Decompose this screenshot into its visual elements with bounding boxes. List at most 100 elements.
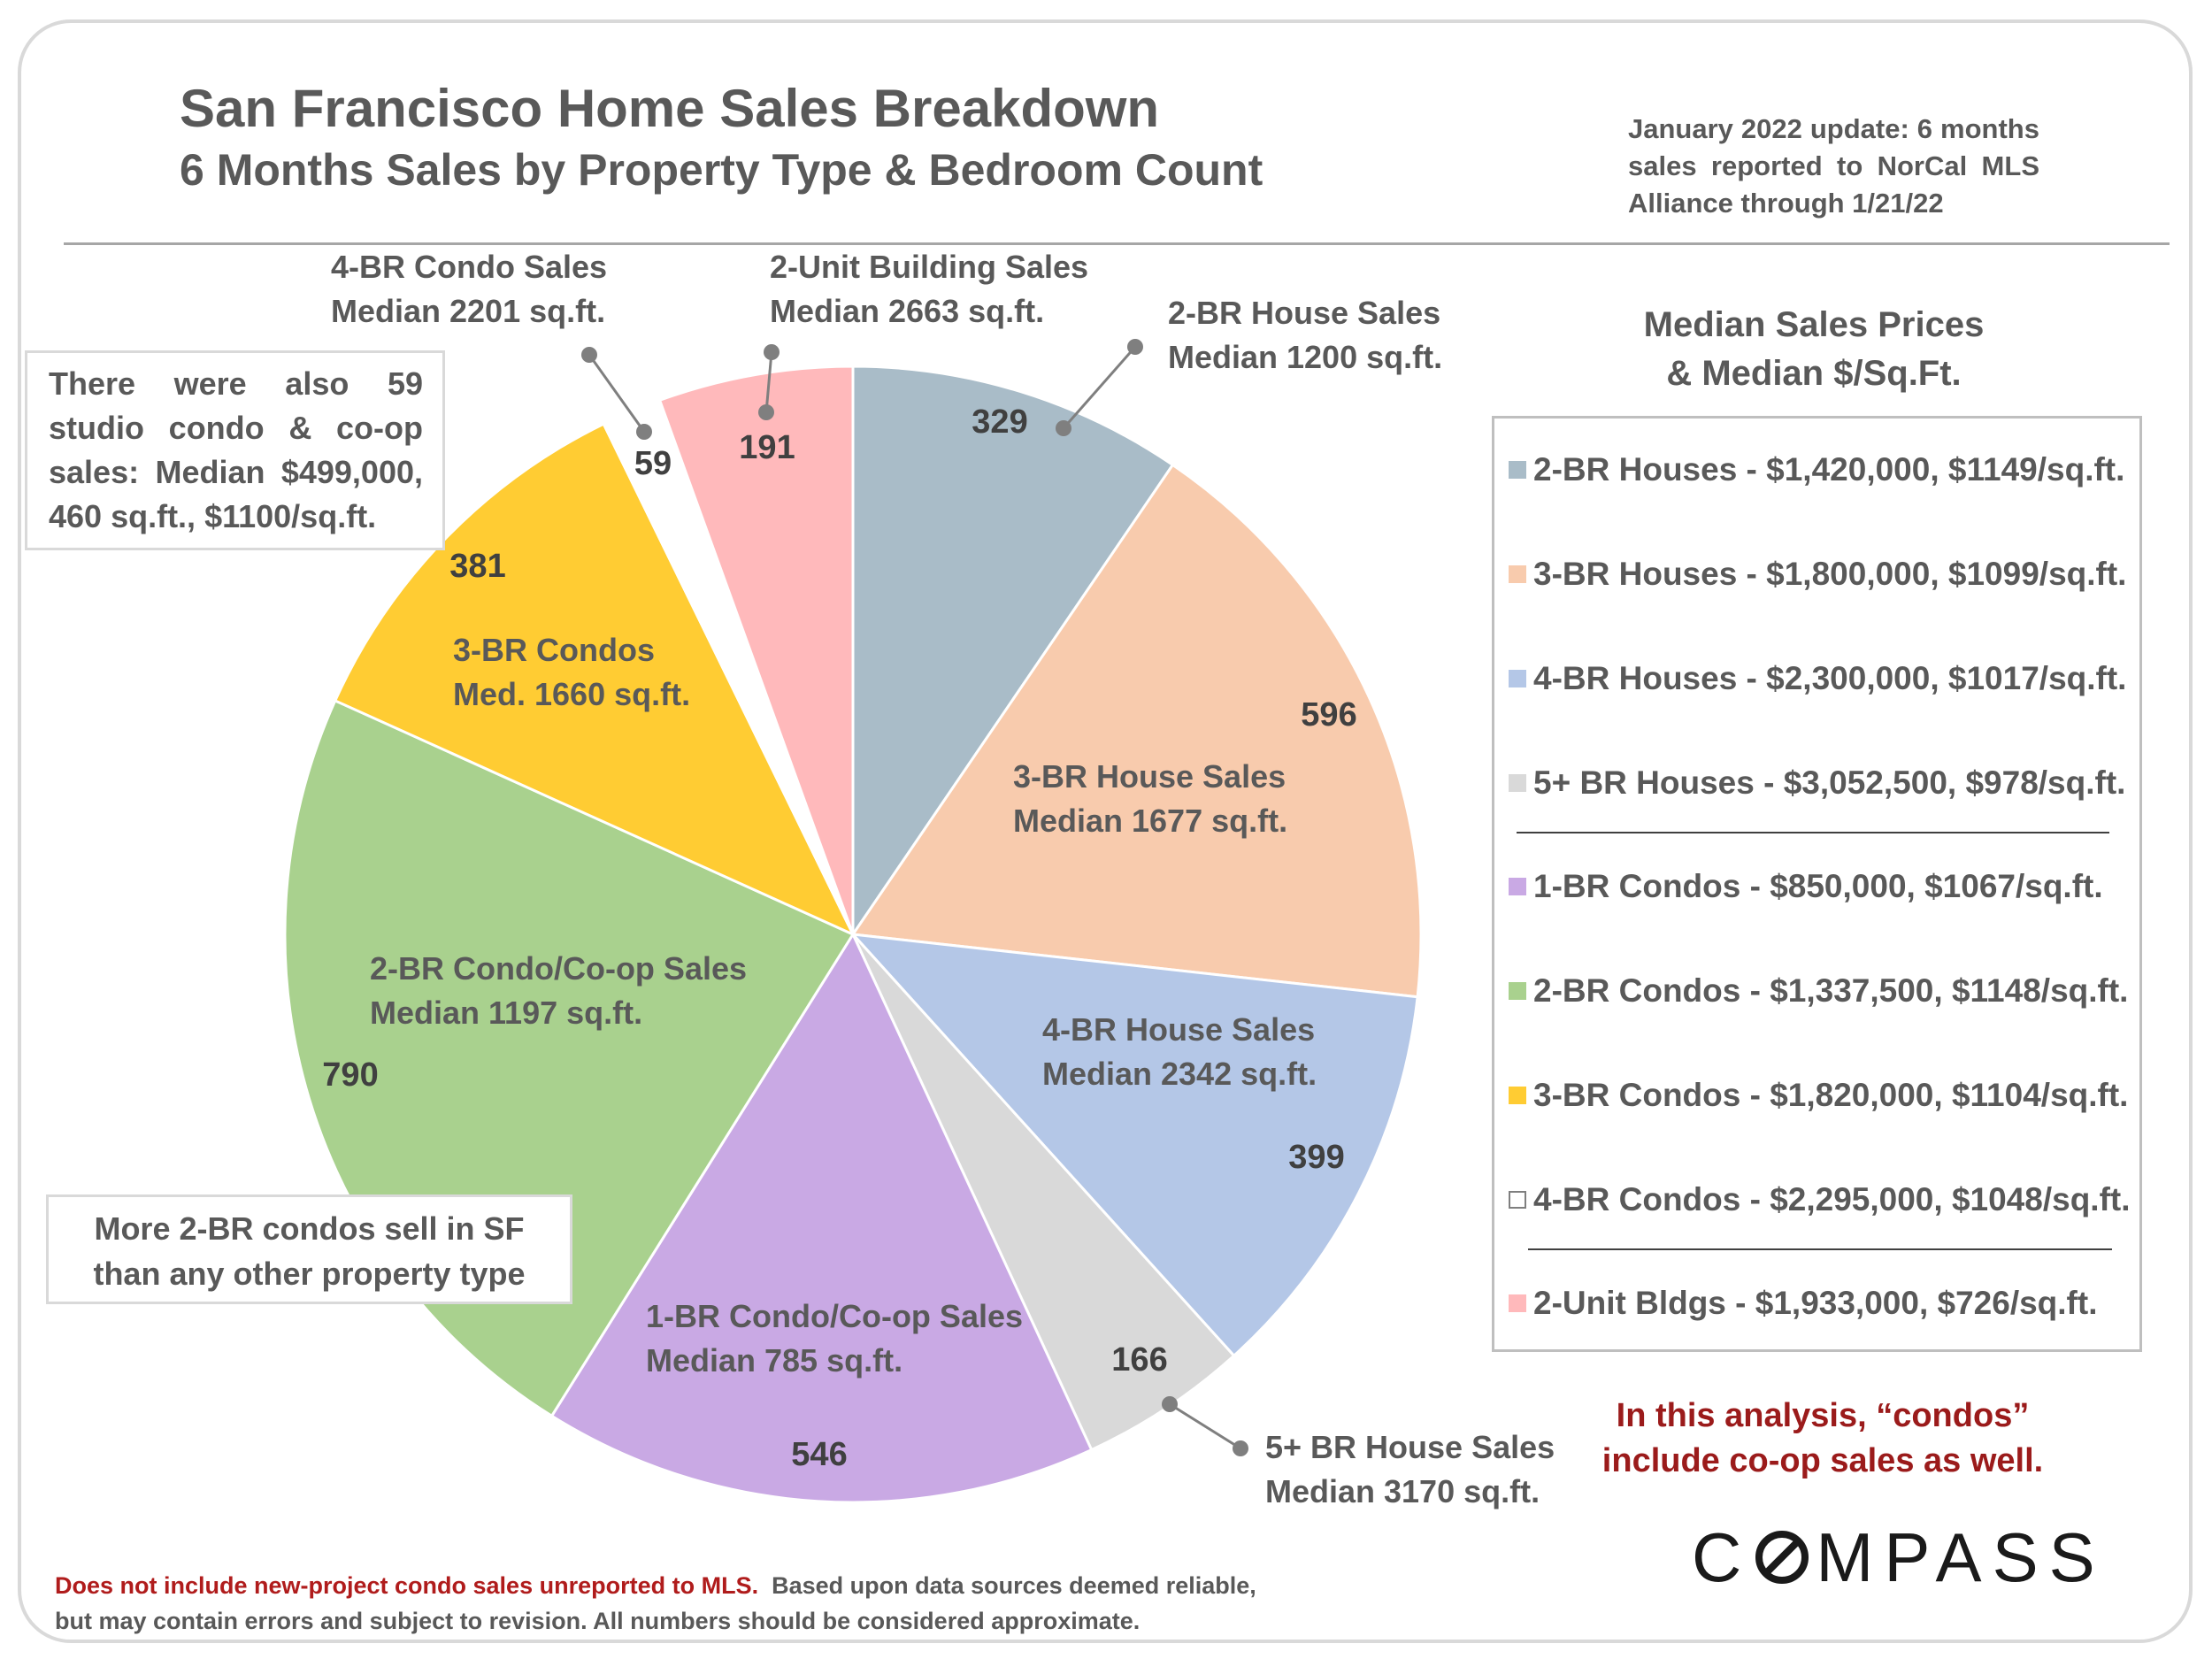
slice-value-label: 191 <box>739 429 795 466</box>
slice-value-label: 546 <box>791 1436 847 1473</box>
studio-note-box: There were also 59 studio condo & co-op … <box>25 350 445 550</box>
legend-item: 4-BR Houses - $2,300,000, $1017/sq.ft. <box>1509 657 2126 701</box>
slice-category-label: 4-BR House Sales <box>1042 1011 1315 1048</box>
pie-values: 329 596 399 166 546 790 381 59 191 <box>322 403 1356 1473</box>
pie-leaders <box>581 339 1248 1456</box>
legend-item-label: 1-BR Condos - $850,000, $1067/sq.ft. <box>1533 868 2103 904</box>
slice-value-label: 596 <box>1301 696 1356 733</box>
leader-dot <box>1162 1396 1178 1412</box>
leader-line <box>1062 346 1137 429</box>
legend-item: 1-BR Condos - $850,000, $1067/sq.ft. <box>1509 864 2103 909</box>
pie-labels: 2-BR House Sales Median 1200 sq.ft. 3-BR H… <box>331 249 1555 1509</box>
two-br-note-line-2: than any other property type <box>93 1256 526 1292</box>
legend-item: 2-BR Houses - $1,420,000, $1149/sq.ft. <box>1509 448 2124 492</box>
leader-line <box>764 351 773 413</box>
pie-slice <box>850 463 1423 999</box>
disclaimer: Does not include new-project condo sales… <box>55 1568 1294 1639</box>
legend-swatch <box>1509 565 1526 583</box>
legend-swatch <box>1509 670 1526 687</box>
legend-title-line-2: & Median $/Sq.Ft. <box>1666 354 1962 393</box>
slice-value-label: 399 <box>1288 1139 1344 1176</box>
legend-item-label: 2-Unit Bldgs - $1,933,000, $726/sq.ft. <box>1533 1285 2098 1321</box>
slice-value-label: 790 <box>322 1056 378 1094</box>
condos-definition-note: In this analysis, “condos” include co-op… <box>1584 1394 2062 1484</box>
leader-dot <box>758 404 774 420</box>
leader-line <box>1169 1402 1241 1450</box>
compass-logo: C MPASS <box>1692 1518 2106 1596</box>
two-br-condo-note-box: More 2-BR condos sell in SF than any oth… <box>46 1194 572 1304</box>
legend-item-label: 3-BR Houses - $1,800,000, $1099/sq.ft. <box>1533 556 2127 592</box>
slice-category-label: Median 2201 sq.ft. <box>331 293 605 329</box>
legend-divider <box>1528 1248 2112 1250</box>
header-divider <box>64 242 2170 245</box>
slice-category-label: Med. 1660 sq.ft. <box>453 676 690 712</box>
leader-dot <box>764 344 780 360</box>
slice-category-label: 2-BR Condo/Co-op Sales <box>370 950 747 987</box>
slice-category-label: Median 1197 sq.ft. <box>370 995 642 1031</box>
slice-category-label: 3-BR House Sales <box>1013 758 1286 795</box>
logo-o-mark <box>1755 1531 1809 1584</box>
slice-category-label: 2-Unit Building Sales <box>770 249 1088 285</box>
pie-slice <box>851 365 1175 939</box>
legend-item-label: 3-BR Condos - $1,820,000, $1104/sq.ft. <box>1533 1077 2129 1113</box>
slice-category-label: Median 3170 sq.ft. <box>1265 1473 1540 1509</box>
slice-category-label: Median 785 sq.ft. <box>646 1342 902 1379</box>
legend-item: 4-BR Condos - $2,295,000, $1048/sq.ft. <box>1509 1178 2131 1222</box>
pie-slice <box>657 365 855 935</box>
two-br-note-line-1: More 2-BR condos sell in SF <box>94 1210 525 1247</box>
condos-note-line-1: In this analysis, “condos” <box>1616 1397 2030 1434</box>
logo-text-c: C <box>1692 1517 1753 1596</box>
slice-category-label: Median 1677 sq.ft. <box>1013 803 1287 839</box>
disclaimer-red: Does not include new-project condo sales… <box>55 1572 759 1599</box>
leader-dot <box>1127 339 1143 355</box>
condos-note-line-2: include co-op sales as well. <box>1601 1442 2044 1479</box>
pie-slice <box>333 422 856 938</box>
legend-item: 2-Unit Bldgs - $1,933,000, $726/sq.ft. <box>1509 1281 2097 1325</box>
legend-swatch <box>1509 1294 1526 1312</box>
pie-slice <box>549 931 1094 1504</box>
legend-item: 5+ BR Houses - $3,052,500, $978/sq.ft. <box>1509 761 2125 805</box>
slice-category-label: 3-BR Condos <box>453 632 655 668</box>
slice-category-label: 1-BR Condo/Co-op Sales <box>646 1298 1023 1334</box>
legend-item: 3-BR Houses - $1,800,000, $1099/sq.ft. <box>1509 552 2126 596</box>
leader-dot <box>581 347 597 363</box>
legend-title-line-1: Median Sales Prices <box>1643 305 1985 344</box>
slice-category-label: Median 2342 sq.ft. <box>1042 1056 1317 1092</box>
legend-item-label: 4-BR Condos - $2,295,000, $1048/sq.ft. <box>1533 1181 2131 1217</box>
legend-item: 3-BR Condos - $1,820,000, $1104/sq.ft. <box>1509 1073 2128 1118</box>
legend-swatch <box>1509 982 1526 1000</box>
logo-text-rest: MPASS <box>1816 1517 2106 1596</box>
legend-swatch <box>1509 1191 1526 1209</box>
legend-swatch <box>1509 878 1526 895</box>
pie-slice <box>849 933 1419 1358</box>
chart-frame <box>18 19 2193 1643</box>
chart-subtitle: 6 Months Sales by Property Type & Bedroo… <box>180 145 1263 195</box>
legend-item-label: 5+ BR Houses - $3,052,500, $978/sq.ft. <box>1533 764 2126 801</box>
legend-item-label: 4-BR Houses - $2,300,000, $1017/sq.ft. <box>1533 660 2127 696</box>
legend: 2-BR Houses - $1,420,000, $1149/sq.ft. 3… <box>1492 416 2142 1352</box>
slice-category-label: 4-BR Condo Sales <box>331 249 607 285</box>
legend-swatch <box>1509 461 1526 479</box>
legend-divider <box>1517 832 2109 833</box>
legend-swatch <box>1509 774 1526 792</box>
leader-dot <box>1056 420 1071 436</box>
leader-dot <box>1233 1440 1248 1456</box>
slice-value-label: 381 <box>449 548 505 585</box>
disclaimer-rest: Based upon data sources deemed reliable,… <box>55 1572 1256 1634</box>
update-note: January 2022 update: 6 months sales repo… <box>1628 113 2039 219</box>
slice-category-label: Median 2663 sq.ft. <box>770 293 1044 329</box>
slice-value-label: 59 <box>634 445 672 482</box>
chart-title: San Francisco Home Sales Breakdown <box>180 79 1160 138</box>
slice-value-label: 166 <box>1111 1341 1167 1379</box>
legend-title: Median Sales Prices & Median $/Sq.Ft. <box>1540 301 2088 398</box>
legend-item-label: 2-BR Condos - $1,337,500, $1148/sq.ft. <box>1533 972 2129 1009</box>
legend-swatch <box>1509 1087 1526 1104</box>
slice-category-label: 5+ BR House Sales <box>1265 1429 1555 1465</box>
slice-category-label: 2-BR House Sales <box>1168 295 1440 331</box>
slice-value-label: 329 <box>972 403 1027 441</box>
legend-item-label: 2-BR Houses - $1,420,000, $1149/sq.ft. <box>1533 451 2125 488</box>
leader-line <box>588 354 646 433</box>
legend-item: 2-BR Condos - $1,337,500, $1148/sq.ft. <box>1509 969 2128 1013</box>
slice-category-label: Median 1200 sq.ft. <box>1168 339 1442 375</box>
leader-dot <box>636 424 652 440</box>
